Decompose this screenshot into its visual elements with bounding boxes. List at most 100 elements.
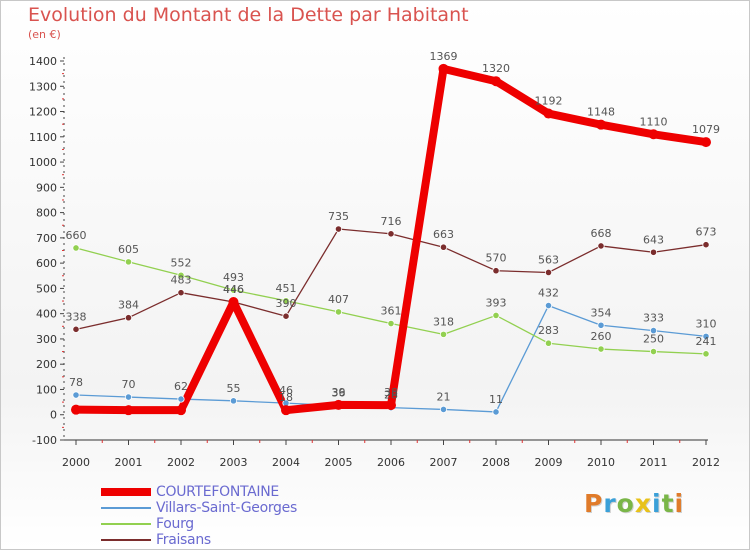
data-point	[543, 108, 554, 119]
data-point	[282, 312, 290, 320]
data-point	[492, 311, 500, 320]
data-label: 432	[538, 287, 559, 300]
data-label: 46	[279, 384, 293, 397]
data-label: 570	[486, 252, 507, 265]
x-tick-label: 2012	[692, 456, 720, 469]
y-tick-label: 600	[36, 257, 57, 270]
data-label: 70	[122, 378, 136, 391]
y-tick-label: 1300	[29, 80, 57, 93]
data-point	[71, 404, 81, 415]
x-tick-label: 2006	[377, 456, 405, 469]
data-point	[387, 319, 395, 328]
data-label: 1110	[640, 115, 668, 128]
data-label: 62	[174, 380, 188, 393]
data-label: 1079	[692, 123, 720, 136]
data-label: 451	[276, 282, 297, 295]
data-label: 318	[433, 315, 454, 328]
data-label: 1369	[430, 50, 458, 63]
data-label: 643	[643, 233, 664, 246]
x-tick-label: 2004	[272, 456, 300, 469]
y-tick-label: 1200	[29, 106, 57, 119]
data-label: 660	[66, 229, 87, 242]
data-point	[176, 405, 186, 416]
data-point	[702, 332, 710, 341]
data-label: 390	[276, 297, 297, 310]
data-point	[492, 408, 500, 416]
data-point	[439, 243, 448, 251]
data-label: 668	[591, 227, 612, 240]
data-point	[492, 267, 500, 275]
data-point	[597, 321, 605, 329]
data-label: 21	[437, 390, 451, 403]
x-tick-label: 2003	[220, 456, 248, 469]
data-point	[72, 325, 80, 333]
x-tick-label: 2000	[62, 456, 90, 469]
data-point	[649, 347, 658, 356]
data-label: 78	[69, 376, 83, 389]
x-tick-label: 2008	[482, 456, 510, 469]
data-point	[281, 405, 291, 416]
data-label: 1148	[587, 106, 615, 119]
data-point	[438, 63, 449, 74]
data-label: 38	[384, 386, 398, 399]
data-label: 333	[643, 312, 664, 325]
data-point	[702, 350, 710, 358]
data-point	[72, 244, 80, 252]
data-label: 483	[171, 274, 192, 287]
data-label: 11	[489, 393, 503, 406]
x-tick-label: 2010	[587, 456, 615, 469]
data-point	[597, 345, 605, 353]
y-tick-label: 300	[36, 333, 57, 346]
data-point	[597, 242, 605, 250]
data-label: 552	[171, 256, 192, 269]
data-label: 361	[381, 305, 402, 318]
data-label: 241	[696, 335, 717, 348]
data-label: 39	[332, 386, 346, 399]
legend-swatch	[101, 507, 151, 509]
y-tick-label: -100	[32, 434, 57, 447]
data-label: 338	[66, 310, 87, 323]
logo-letter: t	[661, 489, 675, 518]
y-tick-label: 700	[36, 232, 57, 245]
x-tick-label: 2007	[430, 456, 458, 469]
y-tick-label: 1000	[29, 156, 57, 169]
x-tick-label: 2009	[535, 456, 563, 469]
data-label: 716	[381, 215, 402, 228]
data-point	[649, 248, 658, 256]
data-label: 384	[118, 299, 139, 312]
data-point	[701, 137, 711, 148]
data-point	[596, 119, 606, 130]
data-point	[649, 326, 658, 335]
data-label: 36	[332, 387, 346, 400]
x-tick-label: 2011	[640, 456, 668, 469]
data-label: 407	[328, 293, 349, 306]
data-label: 735	[328, 210, 349, 223]
data-label: 393	[486, 296, 507, 309]
y-tick-label: 400	[36, 308, 57, 321]
data-point	[229, 286, 238, 294]
logo-letter: i	[652, 489, 662, 518]
data-point	[544, 268, 553, 277]
data-point	[387, 230, 395, 238]
y-tick-label: 1100	[29, 131, 57, 144]
chart-title: Evolution du Montant de la Dette par Hab…	[28, 4, 469, 26]
x-tick-label: 2005	[325, 456, 353, 469]
legend-swatch	[101, 539, 151, 541]
data-point	[228, 297, 239, 308]
data-point	[177, 271, 185, 279]
data-label: 563	[538, 253, 559, 266]
legend-swatch	[101, 488, 151, 496]
data-point	[124, 314, 133, 322]
legend-label: Fraisans	[156, 532, 211, 548]
data-point	[491, 76, 501, 87]
data-label: 28	[384, 389, 398, 402]
data-label: 55	[227, 382, 241, 395]
data-point	[386, 400, 396, 411]
y-tick-label: 800	[36, 207, 57, 220]
logo-letter: x	[634, 489, 652, 518]
data-label: 605	[118, 243, 139, 256]
data-label: 446	[223, 283, 244, 296]
data-point	[124, 393, 133, 401]
data-label: 260	[591, 330, 612, 343]
